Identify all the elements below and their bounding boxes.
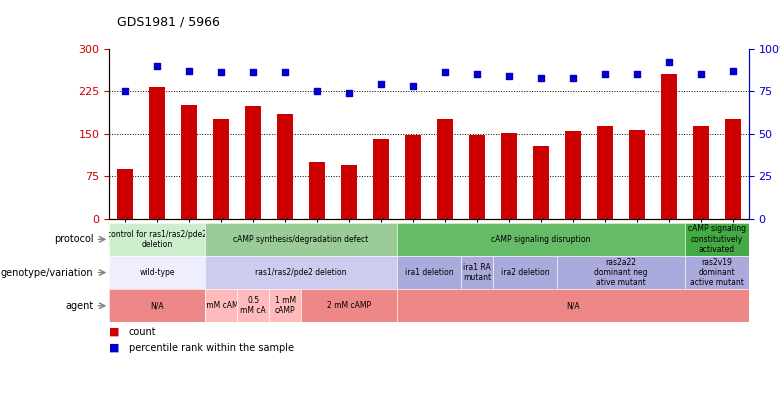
- Bar: [725, 119, 741, 219]
- Point: [342, 90, 355, 96]
- Text: percentile rank within the sample: percentile rank within the sample: [129, 343, 294, 353]
- Point: [215, 69, 228, 76]
- Point: [662, 59, 675, 66]
- Text: ira2 deletion: ira2 deletion: [501, 268, 549, 277]
- Text: 2 mM cAMP: 2 mM cAMP: [327, 301, 371, 310]
- Text: ras2a22
dominant neg
ative mutant: ras2a22 dominant neg ative mutant: [594, 258, 647, 288]
- Point: [374, 81, 387, 87]
- Bar: [565, 131, 581, 219]
- Text: GDS1981 / 5966: GDS1981 / 5966: [117, 15, 220, 28]
- Bar: [373, 139, 389, 219]
- Bar: [117, 169, 133, 219]
- Point: [470, 71, 483, 77]
- Bar: [213, 119, 229, 219]
- Text: cAMP signaling disruption: cAMP signaling disruption: [491, 235, 590, 244]
- Text: cAMP synthesis/degradation defect: cAMP synthesis/degradation defect: [233, 235, 369, 244]
- Bar: [501, 133, 517, 219]
- Point: [438, 69, 451, 76]
- Point: [406, 83, 419, 89]
- Bar: [405, 135, 421, 219]
- Point: [694, 71, 707, 77]
- Text: ira1 RA
mutant: ira1 RA mutant: [463, 263, 491, 282]
- Text: agent: agent: [66, 301, 94, 311]
- Bar: [469, 135, 485, 219]
- Point: [502, 72, 515, 79]
- Point: [183, 68, 195, 74]
- Point: [119, 88, 131, 94]
- Text: N/A: N/A: [151, 301, 164, 310]
- Bar: [693, 126, 709, 219]
- Text: cAMP signaling
constitutively
activated: cAMP signaling constitutively activated: [688, 224, 746, 254]
- Text: 0.5
mM cA: 0.5 mM cA: [240, 296, 266, 315]
- Text: count: count: [129, 326, 156, 337]
- Bar: [437, 119, 453, 219]
- Text: ras2v19
dominant
active mutant: ras2v19 dominant active mutant: [690, 258, 744, 288]
- Text: N/A: N/A: [566, 301, 580, 310]
- Text: genotype/variation: genotype/variation: [1, 268, 94, 277]
- Bar: [661, 74, 677, 219]
- Bar: [597, 126, 613, 219]
- Point: [151, 62, 164, 69]
- Text: ■: ■: [109, 326, 119, 337]
- Point: [630, 71, 643, 77]
- Text: wild-type: wild-type: [140, 268, 175, 277]
- Text: control for ras1/ras2/pde2
deletion: control for ras1/ras2/pde2 deletion: [107, 230, 207, 249]
- Point: [246, 69, 259, 76]
- Bar: [149, 87, 165, 219]
- Text: protocol: protocol: [54, 234, 94, 244]
- Bar: [341, 165, 357, 219]
- Point: [279, 69, 292, 76]
- Bar: [181, 105, 197, 219]
- Bar: [533, 146, 549, 219]
- Bar: [309, 162, 325, 219]
- Point: [598, 71, 611, 77]
- Point: [534, 74, 547, 81]
- Text: 1 mM
cAMP: 1 mM cAMP: [275, 296, 296, 315]
- Bar: [245, 107, 261, 219]
- Text: ras1/ras2/pde2 deletion: ras1/ras2/pde2 deletion: [255, 268, 347, 277]
- Text: 0 mM cAMP: 0 mM cAMP: [199, 301, 243, 310]
- Point: [726, 68, 739, 74]
- Point: [566, 74, 579, 81]
- Point: [310, 88, 323, 94]
- Bar: [277, 114, 293, 219]
- Text: ■: ■: [109, 343, 119, 353]
- Bar: [629, 130, 645, 219]
- Text: ira1 deletion: ira1 deletion: [405, 268, 453, 277]
